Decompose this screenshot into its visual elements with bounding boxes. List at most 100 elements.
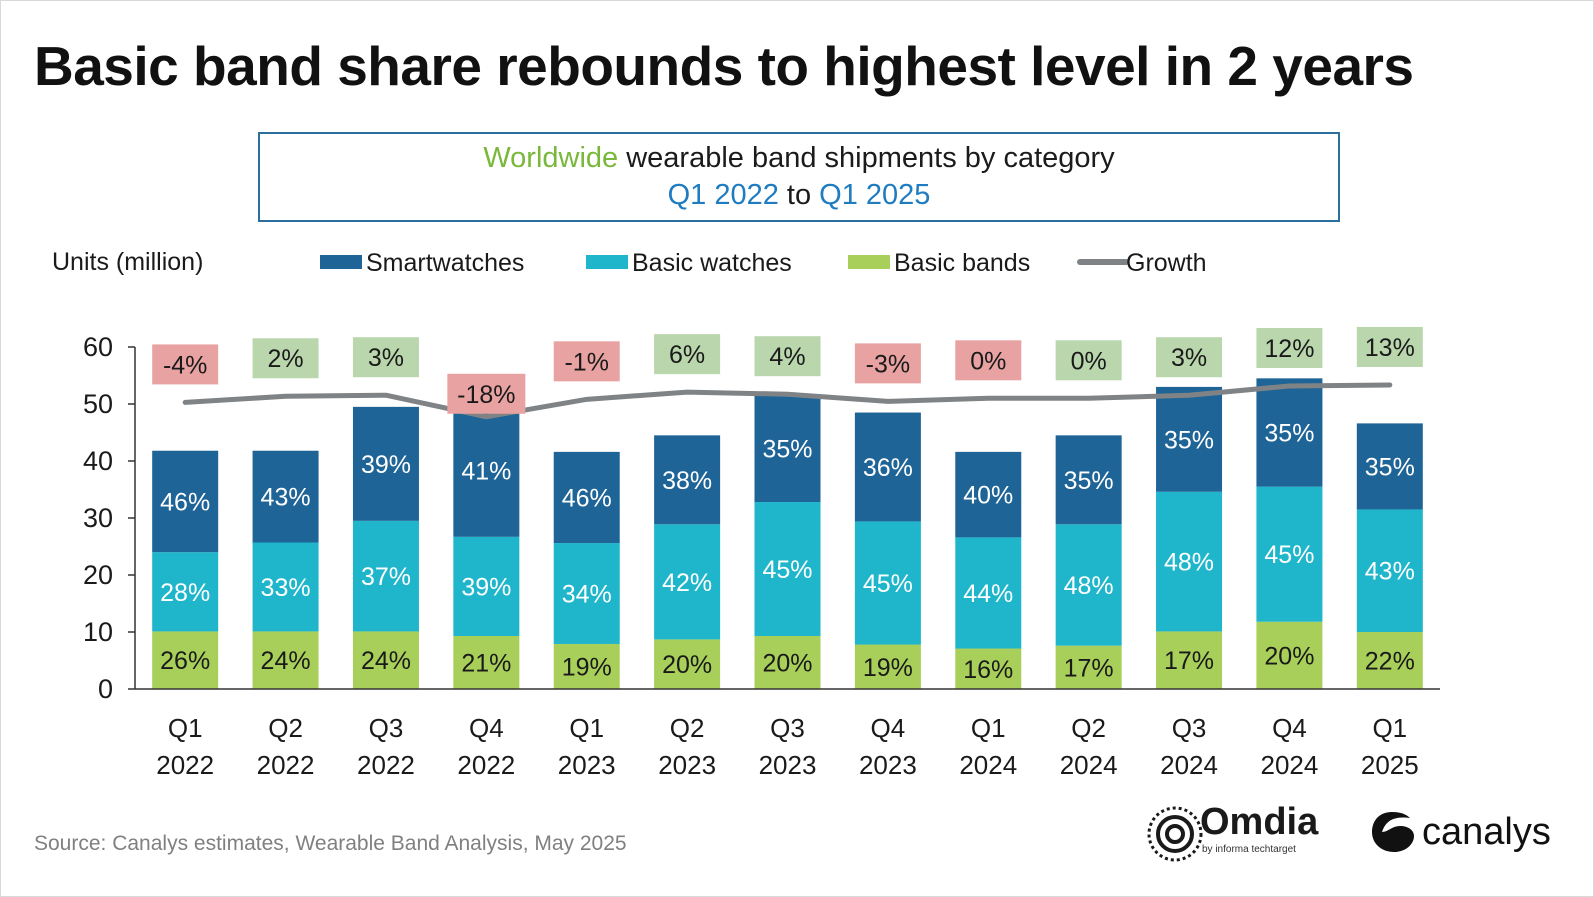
x-tick-label-year: 2022 — [457, 750, 515, 780]
bar-data-label: 35% — [1264, 420, 1314, 448]
legend-swatch — [320, 255, 362, 269]
x-tick-label-quarter: Q1 — [971, 713, 1006, 743]
bar-data-label: 42% — [662, 569, 712, 597]
bar-segment-smartwatches — [1256, 378, 1323, 487]
bar-data-label: 21% — [461, 649, 511, 677]
bar-data-label: 35% — [762, 436, 812, 464]
bar-segment-basic-watches — [1156, 491, 1223, 632]
subtitle-line-2: Q1 2022 to Q1 2025 — [260, 179, 1338, 212]
x-tick-label-quarter: Q1 — [569, 713, 604, 743]
x-tick-label-year: 2024 — [1060, 750, 1118, 780]
y-tick-label: 40 — [83, 446, 113, 476]
omdia-logo-text: Omdia — [1200, 801, 1319, 843]
x-tick-label-year: 2023 — [859, 750, 917, 780]
bar-data-label: 20% — [1264, 642, 1314, 670]
growth-label: 2% — [268, 345, 304, 373]
bar-data-label: 35% — [1164, 426, 1214, 454]
bar-data-label: 39% — [461, 573, 511, 601]
x-tick-label-year: 2025 — [1361, 750, 1419, 780]
bar-segment-basic-watches — [1055, 524, 1122, 646]
canalys-logo-text: canalys — [1422, 811, 1551, 853]
x-tick-label-year: 2022 — [357, 750, 415, 780]
bar-data-label: 46% — [160, 488, 210, 516]
bar-segment-basic-watches — [152, 552, 219, 632]
bar-segment-basic-watches — [955, 537, 1022, 649]
x-tick-label-year: 2023 — [658, 750, 716, 780]
x-tick-label-quarter: Q3 — [1172, 713, 1207, 743]
x-tick-label-quarter: Q1 — [1372, 713, 1407, 743]
x-tick-label-year: 2024 — [959, 750, 1017, 780]
omdia-logo-ring-inner — [1165, 824, 1185, 844]
growth-label-box — [654, 334, 721, 375]
source-note: Source: Canalys estimates, Wearable Band… — [34, 832, 627, 855]
bar-segment-basic-bands — [152, 631, 219, 689]
x-tick-label-year: 2024 — [1261, 750, 1319, 780]
omdia-logo-ring-middle — [1156, 815, 1194, 853]
bar-data-label: 46% — [562, 484, 612, 512]
x-tick-label-year: 2023 — [558, 750, 616, 780]
legend-label: Basic watches — [632, 249, 792, 277]
canalys-logo-mark — [1372, 812, 1414, 852]
legend-swatch — [848, 255, 890, 269]
y-tick-label: 20 — [83, 560, 113, 590]
bar-segment-basic-bands — [754, 635, 821, 689]
bar-segment-basic-watches — [252, 542, 319, 632]
bar-segment-smartwatches — [352, 406, 419, 521]
bar-data-label: 35% — [1365, 453, 1415, 481]
growth-label: -4% — [163, 351, 207, 379]
bar-segment-basic-watches — [654, 524, 721, 640]
growth-label-box — [553, 341, 620, 382]
bar-data-label: 43% — [261, 484, 311, 512]
bar-segment-basic-bands — [252, 631, 319, 689]
subtitle-text: wearable band shipments by category — [618, 142, 1115, 174]
subtitle-period-to: to — [778, 179, 820, 211]
subtitle-period-start: Q1 2022 — [667, 179, 779, 211]
bar-data-label: 35% — [1064, 467, 1114, 495]
bar-segment-smartwatches — [453, 404, 520, 537]
y-tick-label: 50 — [83, 389, 113, 419]
growth-label-box — [1356, 326, 1423, 367]
growth-label: -3% — [866, 350, 910, 378]
bar-data-label: 48% — [1064, 572, 1114, 600]
bar-data-label: 24% — [261, 647, 311, 675]
growth-label: 0% — [970, 347, 1006, 375]
growth-label-box — [854, 343, 921, 384]
bar-segment-basic-bands — [955, 648, 1022, 689]
bar-data-label: 17% — [1164, 647, 1214, 675]
growth-label: 6% — [669, 341, 705, 369]
bar-data-label: 40% — [963, 482, 1013, 510]
x-tick-label-quarter: Q3 — [770, 713, 805, 743]
bar-data-label: 39% — [361, 451, 411, 479]
bar-segment-basic-bands — [854, 644, 921, 689]
bar-data-label: 44% — [963, 580, 1013, 608]
bar-data-label: 22% — [1365, 648, 1415, 676]
bar-segment-smartwatches — [152, 450, 219, 553]
bar-segment-basic-watches — [553, 543, 620, 644]
bar-segment-smartwatches — [1156, 386, 1223, 492]
bar-data-label: 48% — [1164, 549, 1214, 577]
growth-line — [182, 382, 1393, 420]
bar-data-label: 19% — [562, 653, 612, 681]
bar-segment-basic-bands — [1356, 632, 1423, 689]
bar-segment-basic-bands — [352, 631, 419, 689]
bar-data-label: 20% — [662, 651, 712, 679]
growth-label-box — [152, 344, 219, 385]
legend-label: Smartwatches — [366, 249, 524, 277]
bar-segment-smartwatches — [854, 412, 921, 522]
bar-segment-basic-watches — [453, 536, 520, 636]
bar-segment-basic-watches — [1356, 509, 1423, 632]
growth-label-box — [252, 338, 319, 379]
bar-data-label: 20% — [762, 649, 812, 677]
growth-label-box — [1256, 327, 1323, 368]
bar-segment-smartwatches — [553, 451, 620, 544]
y-tick-label: 60 — [83, 332, 113, 362]
x-tick-label-quarter: Q2 — [670, 713, 705, 743]
subtitle-highlight: Worldwide — [483, 142, 619, 174]
bar-data-label: 26% — [160, 647, 210, 675]
growth-label: -18% — [457, 381, 515, 409]
bar-data-label: 45% — [863, 570, 913, 598]
bar-segment-basic-bands — [1156, 631, 1223, 689]
bar-segment-basic-bands — [1256, 621, 1323, 689]
growth-label: 3% — [368, 344, 404, 372]
